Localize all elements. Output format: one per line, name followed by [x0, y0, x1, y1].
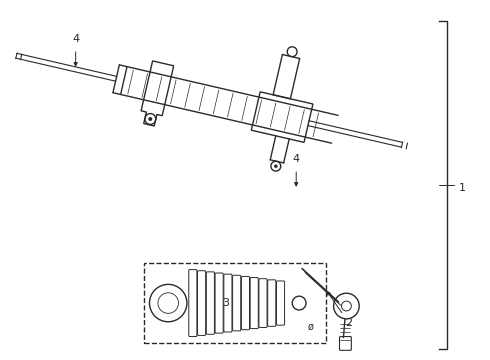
Circle shape — [148, 117, 152, 121]
Text: 4: 4 — [72, 34, 79, 44]
Text: 4: 4 — [293, 154, 300, 164]
Text: 3: 3 — [222, 298, 229, 308]
Circle shape — [274, 165, 278, 168]
Text: 2: 2 — [345, 318, 352, 328]
Text: 1: 1 — [459, 183, 466, 193]
Bar — [144, 263, 326, 343]
Text: ø: ø — [308, 321, 314, 332]
